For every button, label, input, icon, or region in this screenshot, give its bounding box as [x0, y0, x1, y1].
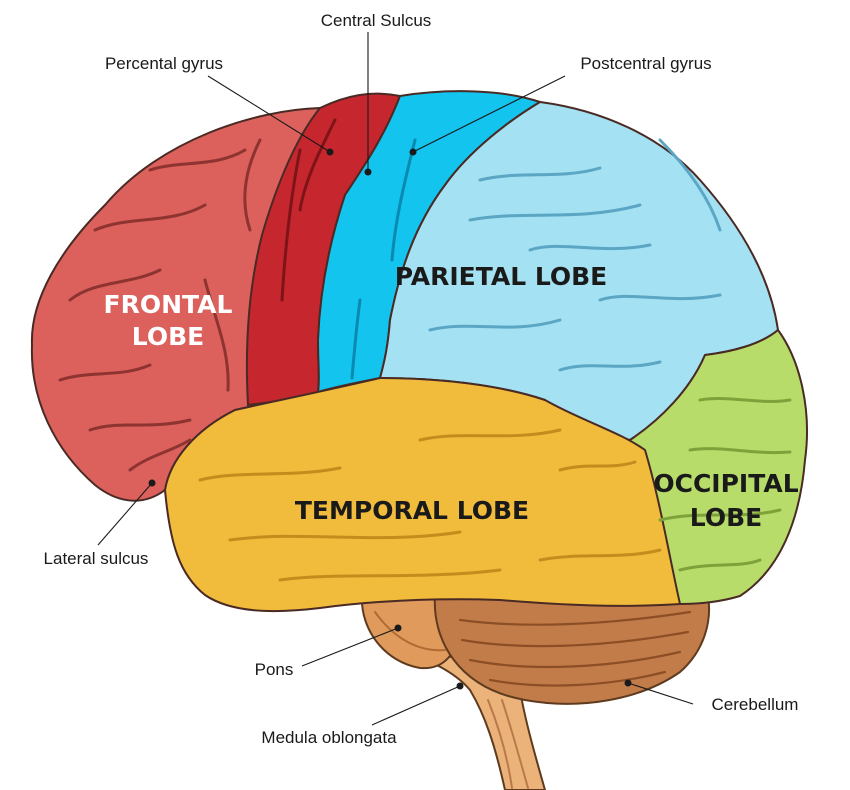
temporal-lobe-region [163, 376, 682, 613]
parietal-lobe-label: PARIETAL LOBE [395, 262, 608, 291]
medulla-leader [371, 685, 461, 726]
cerebellum-label: Cerebellum [712, 695, 799, 714]
lateral-sulcus-marker [148, 479, 156, 487]
temporal-lobe-label: TEMPORAL LOBE [295, 496, 529, 525]
lateral-sulcus-label: Lateral sulcus [44, 549, 149, 568]
cerebellum-leader [627, 682, 694, 705]
medulla-label: Medula oblongata [261, 728, 397, 747]
precentral-gyrus-marker [326, 148, 334, 156]
postcentral-gyrus-leader [412, 75, 566, 153]
central-sulcus-marker [364, 168, 372, 176]
frontal-lobe-label-line2: LOBE [132, 322, 204, 351]
postcentral-gyrus-label: Postcentral gyrus [580, 54, 711, 73]
pons-marker [394, 624, 402, 632]
pons-leader [301, 627, 399, 667]
pons-label: Pons [255, 660, 294, 679]
lateral-sulcus-leader [97, 482, 153, 546]
precentral-gyrus-leader [207, 75, 331, 153]
medulla-marker [456, 682, 464, 690]
central-sulcus-label: Central Sulcus [321, 11, 432, 30]
occipital-lobe-label-line1: OCCIPITAL [653, 469, 798, 498]
precentral-gyrus-label: Percental gyrus [105, 54, 223, 73]
postcentral-gyrus-marker [409, 148, 417, 156]
occipital-lobe-label-line2: LOBE [690, 503, 762, 532]
frontal-lobe-label-line1: FRONTAL [104, 290, 233, 319]
cerebellum-marker [624, 679, 632, 687]
